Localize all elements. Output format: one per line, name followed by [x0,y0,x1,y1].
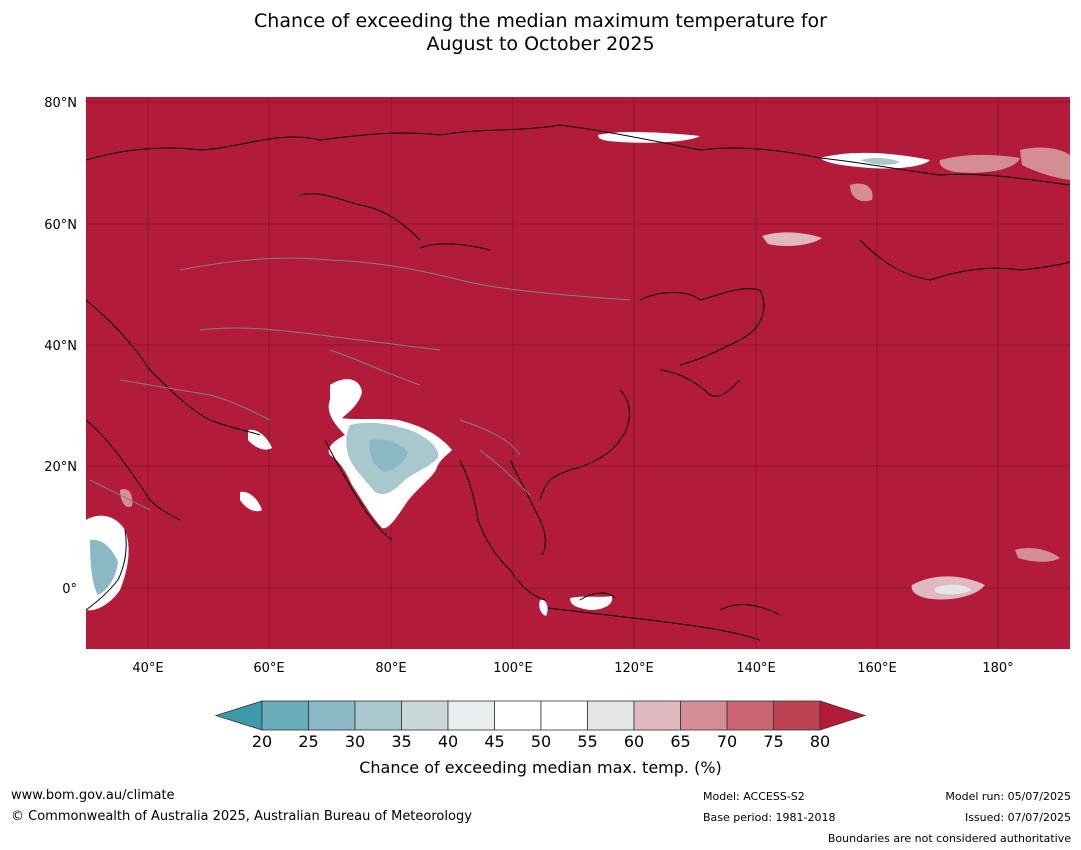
colorbar-segment [494,700,542,731]
colorbar-tick-label: 20 [251,732,273,751]
colorbar-tick-label: 60 [623,732,645,751]
pacific-core-patch [935,584,972,595]
lon-label: 120°E [614,661,654,676]
coastlines [85,124,1071,641]
colorbar-segment [354,700,402,731]
title-line-2: August to October 2025 [426,33,655,55]
colorbar-label: Chance of exceeding median max. temp. (%… [359,758,722,777]
map-title: Chance of exceeding the median maximum t… [0,10,1081,56]
colorbar-segment [773,700,821,731]
taymyr-patch [598,132,700,143]
lat-label: 60°N [44,218,77,233]
colorbar-extend-high [819,700,867,731]
java-patch [539,599,548,616]
longitude-labels: 40°E 60°E 80°E 100°E 120°E 140°E 160°E 180° [132,661,1013,676]
lat-label: 40°N [44,339,77,354]
lon-label: 180° [982,661,1013,676]
colorbar-tick-label: 80 [809,732,831,751]
colorbar-segment [633,700,681,731]
lon-label: 140°E [736,661,776,676]
kamchatka-patch [850,183,873,202]
graticule [86,97,1070,649]
india-inner-patch [369,439,408,472]
colorbar [214,700,867,731]
lat-label: 20°N [44,460,77,475]
colorbar-tick-label: 75 [763,732,784,751]
footer-model: Model: ACCESS-S2 [703,790,805,803]
colorbar-segment [726,700,774,731]
colorbar-segment [308,700,356,731]
colorbar-tick-label: 70 [716,732,738,751]
okhotsk-patch [762,232,822,246]
lat-label: 0° [62,582,77,597]
colorbar-tick-label: 40 [437,732,459,751]
footer-base-period: Base period: 1981-2018 [703,811,836,824]
colorbar-tick-label: 50 [530,732,552,751]
footer-issued: Issued: 07/07/2025 [964,811,1071,824]
colorbar-segment [587,700,635,731]
colorbar-tick-label: 30 [344,732,366,751]
footer-boundaries: Boundaries are not considered authoritat… [827,832,1071,845]
title-line-1: Chance of exceeding the median maximum t… [254,10,827,32]
lon-label: 160°E [857,661,897,676]
oman-patch [240,491,262,512]
country-borders [89,257,631,511]
lon-label: 60°E [253,661,284,676]
anomaly-patches [86,132,1070,616]
map-background [86,97,1070,649]
footer-website: www.bom.gov.au/climate [11,788,175,803]
colorbar-segment [401,700,449,731]
lon-label: 40°E [132,661,163,676]
siberia-core-patch [860,157,900,165]
lat-label: 80°N [44,96,77,111]
colorbar-segment [447,700,495,731]
colorbar-segment [680,700,728,731]
colorbar-tick-label: 25 [298,732,319,751]
footer-model-run: Model run: 05/07/2025 [945,790,1071,803]
colorbar-tick-label: 55 [577,732,598,751]
footer-copyright: © Commonwealth of Australia 2025, Austra… [11,809,472,824]
arabian-sea-patch [248,429,272,450]
colorbar-tick-label: 35 [391,732,412,751]
lon-label: 100°E [493,661,533,676]
colorbar-segment [540,700,588,731]
lon-label: 80°E [375,661,406,676]
pacific-patch [1015,547,1060,562]
chukotka-patch [1020,147,1070,180]
colorbar-segment [261,700,309,731]
latitude-labels: 80°N 60°N 40°N 20°N 0° [44,96,77,597]
east-africa-core-patch [90,539,118,595]
siberia-pink-patch [939,154,1020,173]
colorbar-tick-label: 45 [484,732,505,751]
colorbar-tick-label: 65 [670,732,691,751]
colorbar-extend-low [214,700,263,731]
